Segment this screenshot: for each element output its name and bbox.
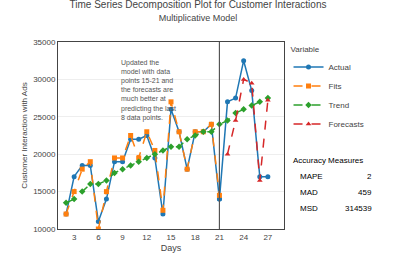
- svg-text:15000: 15000: [33, 187, 56, 196]
- svg-text:MSD: MSD: [300, 204, 318, 213]
- svg-text:24: 24: [239, 233, 248, 242]
- svg-text:Customer Interaction with Ads: Customer Interaction with Ads: [20, 82, 29, 188]
- svg-text:27: 27: [263, 233, 272, 242]
- svg-text:459: 459: [358, 188, 372, 197]
- svg-text:MAD: MAD: [300, 188, 318, 197]
- svg-text:3: 3: [72, 233, 77, 242]
- svg-text:Fits: Fits: [329, 82, 342, 91]
- svg-text:20000: 20000: [33, 150, 56, 159]
- svg-text:10000: 10000: [33, 225, 56, 234]
- svg-text:35000: 35000: [33, 38, 56, 47]
- svg-text:18: 18: [191, 233, 200, 242]
- svg-text:Actual: Actual: [329, 63, 351, 72]
- svg-text:2: 2: [367, 172, 372, 181]
- svg-text:30000: 30000: [33, 75, 56, 84]
- svg-text:Accuracy Measures: Accuracy Measures: [293, 156, 363, 165]
- svg-text:Trend: Trend: [329, 101, 350, 110]
- svg-text:314539: 314539: [345, 204, 372, 213]
- svg-text:9: 9: [120, 233, 125, 242]
- svg-text:Updated themodel with datapoin: Updated themodel with datapoints 15-21 a…: [121, 59, 176, 122]
- svg-text:15: 15: [167, 233, 176, 242]
- svg-text:Days: Days: [161, 243, 182, 253]
- svg-text:21: 21: [215, 233, 224, 242]
- svg-text:Variable: Variable: [291, 45, 320, 54]
- svg-text:Forecasts: Forecasts: [329, 120, 364, 129]
- svg-text:MAPE: MAPE: [300, 172, 323, 181]
- svg-text:12: 12: [142, 233, 151, 242]
- svg-text:6: 6: [96, 233, 101, 242]
- svg-text:25000: 25000: [33, 113, 56, 122]
- svg-text:Time Series Decomposition Plot: Time Series Decomposition Plot for Custo…: [70, 0, 327, 23]
